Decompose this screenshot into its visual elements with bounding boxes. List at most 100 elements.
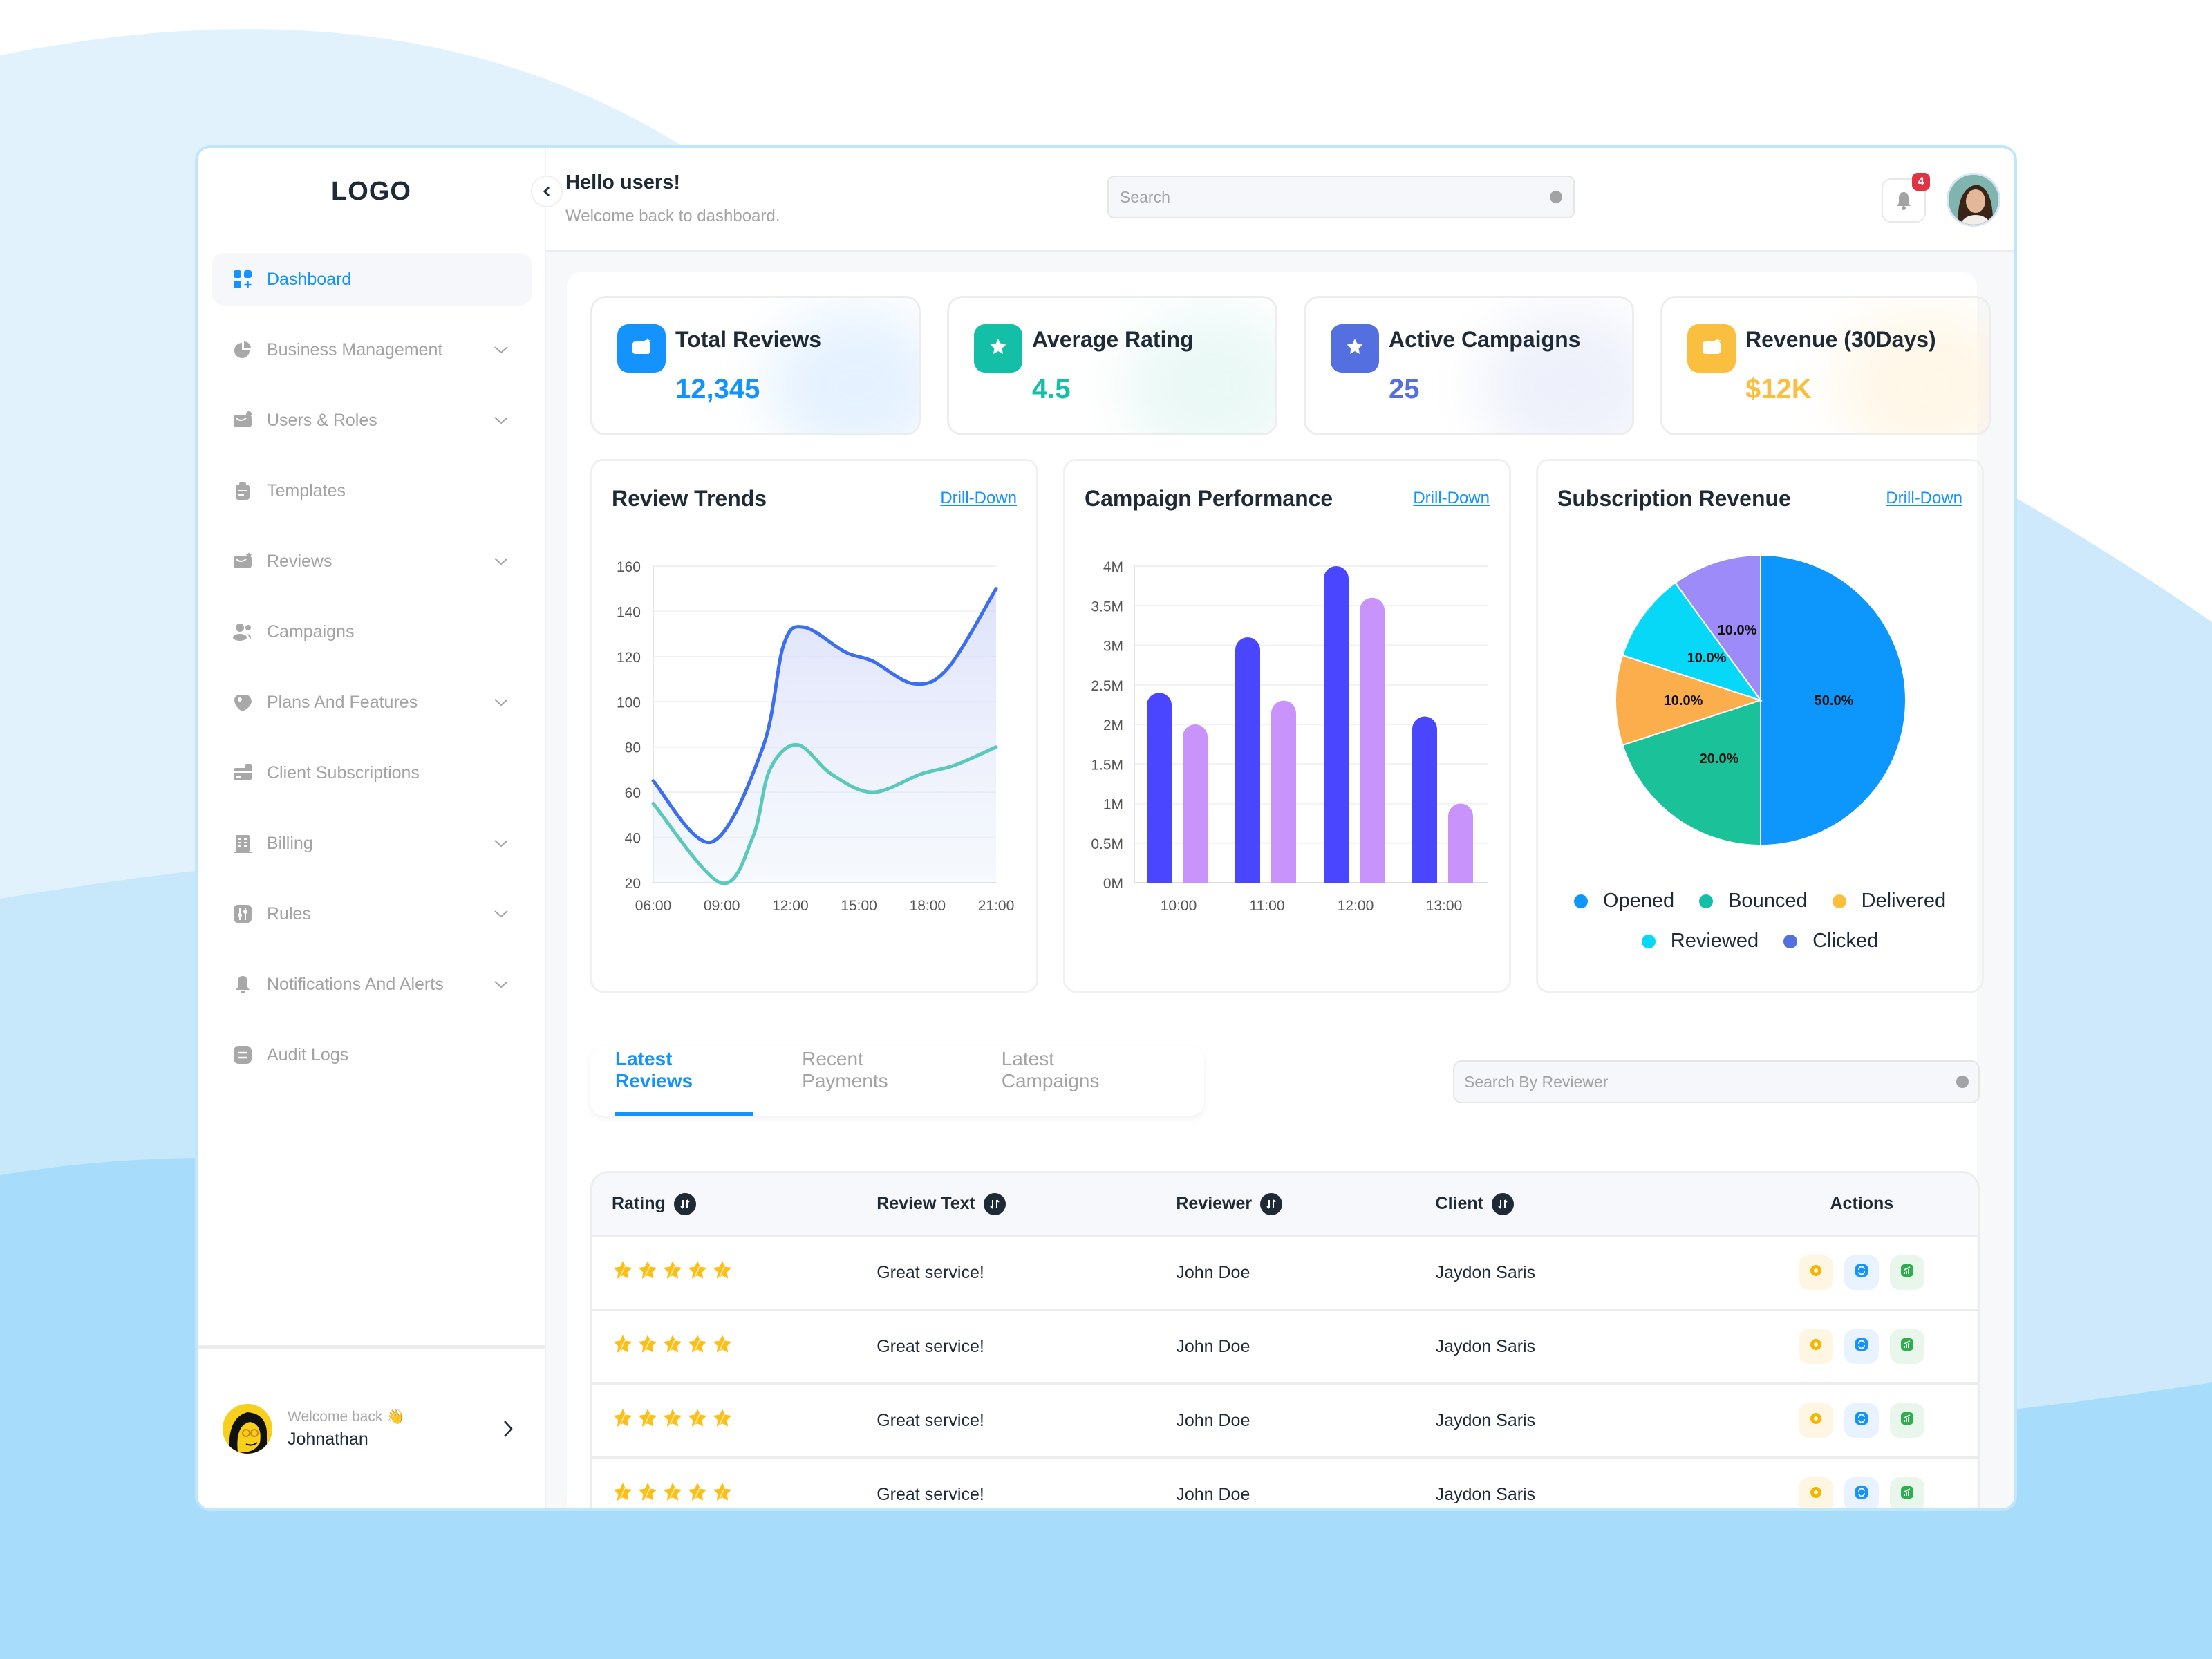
chart-icon — [1900, 1337, 1915, 1357]
star-icon — [612, 1407, 634, 1434]
star-icon — [686, 1259, 709, 1286]
sidebar-item-label: Campaigns — [267, 621, 355, 641]
column-header-client[interactable]: Client — [1435, 1192, 1746, 1215]
header-label: Client — [1435, 1194, 1484, 1213]
table-row[interactable]: Great service! John Doe Jaydon Saris — [592, 1459, 1978, 1508]
search-input[interactable]: Search — [1107, 176, 1575, 218]
actions-cell — [1746, 1329, 1978, 1364]
sidebar-item-label: Templates — [267, 480, 346, 500]
header-label: Review Text — [877, 1194, 975, 1213]
sort-icon[interactable] — [983, 1192, 1006, 1215]
drill-down-link[interactable]: Drill-Down — [940, 489, 1017, 507]
legend-item-delivered[interactable]: Delivered — [1832, 890, 1946, 912]
chevron-down-icon[interactable] — [491, 410, 512, 431]
svg-text:100: 100 — [617, 695, 641, 711]
sidebar-item-billing[interactable]: Billing — [212, 817, 532, 870]
view-action-button[interactable] — [1799, 1329, 1834, 1364]
star-icon — [637, 1481, 659, 1508]
star-rating — [612, 1259, 733, 1286]
tab-latest-campaigns[interactable]: Latest Campaigns — [1001, 1048, 1100, 1091]
chevron-down-icon[interactable] — [491, 339, 512, 360]
svg-text:80: 80 — [625, 740, 641, 756]
column-header-rating[interactable]: Rating — [592, 1192, 877, 1215]
chevron-down-icon[interactable] — [491, 551, 512, 572]
sidebar-item-label: Billing — [267, 833, 313, 853]
chevron-down-icon[interactable] — [491, 833, 512, 854]
legend-item-opened[interactable]: Opened — [1573, 890, 1675, 912]
sidebar-item-dashboard[interactable]: Dashboard — [212, 253, 532, 306]
notifications-button[interactable]: 4 — [1882, 173, 1930, 223]
sidebar-item-users-roles[interactable]: Users & Roles — [212, 394, 532, 447]
svg-text:12:00: 12:00 — [1338, 898, 1374, 914]
legend-item-clicked[interactable]: Clicked — [1783, 930, 1878, 953]
chevron-down-icon[interactable] — [491, 974, 512, 995]
sidebar-item-audit-logs[interactable]: Audit Logs — [212, 1029, 532, 1081]
people-icon — [232, 621, 253, 642]
collapse-sidebar-button[interactable] — [531, 176, 563, 207]
table-row[interactable]: Great service! John Doe Jaydon Saris — [592, 1237, 1978, 1311]
chevron-right-icon[interactable] — [496, 1417, 520, 1441]
pie-chart-icon — [232, 339, 253, 360]
sidebar-item-notifications-and-alerts[interactable]: Notifications And Alerts — [212, 958, 532, 1011]
stat-card-active-campaigns: Active Campaigns 25 — [1304, 296, 1634, 435]
sidebar-item-plans-and-features[interactable]: Plans And Features — [212, 676, 532, 729]
sidebar-item-templates[interactable]: Templates — [212, 465, 532, 517]
table-row[interactable]: Great service! John Doe Jaydon Saris — [592, 1311, 1978, 1385]
search-icon[interactable] — [1550, 191, 1562, 203]
tab-bar: Latest Reviews Recent Payments Latest Camp… — [590, 1047, 1204, 1116]
chart-title: Review Trends — [612, 486, 767, 511]
sidebar-item-label: Business Management — [267, 339, 443, 359]
stat-card-revenue-30days: Revenue (30Days) $12K — [1660, 296, 1991, 435]
analytics-action-button[interactable] — [1890, 1255, 1925, 1290]
chevron-down-icon[interactable] — [491, 903, 512, 924]
reviewer-search-input[interactable]: Search By Reviewer — [1453, 1060, 1980, 1103]
tab-latest-reviews[interactable]: Latest Reviews — [615, 1048, 754, 1116]
refresh-action-button[interactable] — [1844, 1329, 1880, 1364]
legend-label: Opened — [1602, 890, 1675, 912]
chevron-down-icon[interactable] — [491, 692, 512, 713]
sidebar-item-label: Users & Roles — [267, 410, 377, 430]
analytics-action-button[interactable] — [1890, 1403, 1925, 1438]
sort-icon[interactable] — [1260, 1192, 1283, 1215]
sidebar-item-reviews[interactable]: Reviews — [212, 535, 532, 588]
legend-item-reviewed[interactable]: Reviewed — [1641, 930, 1759, 953]
stat-title: Average Rating — [1032, 327, 1194, 352]
sort-icon[interactable] — [673, 1192, 696, 1215]
drill-down-link[interactable]: Drill-Down — [1886, 489, 1962, 507]
sidebar-item-label: Notifications And Alerts — [267, 974, 444, 994]
rating-cell — [592, 1407, 877, 1434]
table-header: Rating Review Text Reviewer Client Actions — [592, 1173, 1978, 1237]
sidebar-item-rules[interactable]: Rules — [212, 888, 532, 940]
view-action-button[interactable] — [1799, 1255, 1834, 1290]
refresh-action-button[interactable] — [1844, 1255, 1880, 1290]
sidebar-item-business-management[interactable]: Business Management — [212, 324, 532, 376]
stat-icon-box — [617, 324, 666, 373]
svg-text:10.0%: 10.0% — [1687, 650, 1727, 666]
analytics-action-button[interactable] — [1890, 1329, 1925, 1364]
actions-cell — [1746, 1477, 1978, 1508]
view-action-button[interactable] — [1799, 1403, 1834, 1438]
profile-avatar[interactable] — [1947, 173, 2000, 227]
analytics-action-button[interactable] — [1890, 1477, 1925, 1508]
svg-text:10.0%: 10.0% — [1664, 693, 1703, 709]
stat-cards: Total Reviews 12,345 Average Rating 4.5 … — [590, 296, 1991, 435]
sidebar-item-campaigns[interactable]: Campaigns — [212, 606, 532, 658]
table-row[interactable]: Great service! John Doe Jaydon Saris — [592, 1385, 1978, 1459]
sort-icon[interactable] — [1492, 1192, 1515, 1215]
user-profile[interactable]: Welcome back 👋 Johnathan — [198, 1345, 545, 1508]
svg-text:15:00: 15:00 — [841, 898, 877, 914]
refresh-action-button[interactable] — [1844, 1477, 1880, 1508]
refresh-action-button[interactable] — [1844, 1403, 1880, 1438]
reviewer-cell: John Doe — [1176, 1484, 1250, 1504]
legend-dot-icon — [1573, 894, 1588, 908]
column-header-review-text[interactable]: Review Text — [877, 1192, 1176, 1215]
drill-down-link[interactable]: Drill-Down — [1413, 489, 1490, 507]
svg-text:3.5M: 3.5M — [1091, 599, 1123, 615]
sidebar-item-client-subscriptions[interactable]: Client Subscriptions — [212, 747, 532, 799]
column-header-reviewer[interactable]: Reviewer — [1176, 1192, 1435, 1215]
view-action-button[interactable] — [1799, 1477, 1834, 1508]
tab-recent-payments[interactable]: Recent Payments — [802, 1048, 888, 1091]
legend-item-bounced[interactable]: Bounced — [1699, 890, 1808, 912]
search-icon[interactable] — [1956, 1076, 1969, 1088]
sidebar-item-label: Plans And Features — [267, 692, 418, 712]
